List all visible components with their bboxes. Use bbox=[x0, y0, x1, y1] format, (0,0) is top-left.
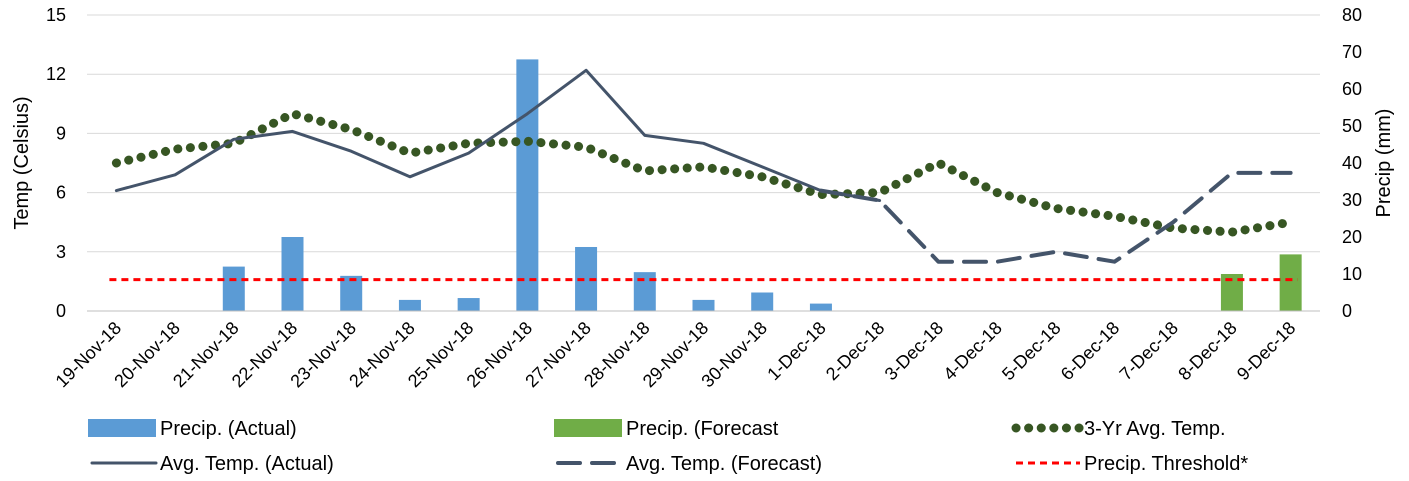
series-line bbox=[111, 109, 1296, 237]
legend-label: Avg. Temp. (Actual) bbox=[160, 453, 334, 475]
x-tick-label: 5-Dec-18 bbox=[998, 318, 1064, 384]
x-tick-label: 2-Dec-18 bbox=[822, 318, 888, 384]
legend-label: Precip. Threshold* bbox=[1084, 453, 1248, 475]
series-line bbox=[818, 170, 1293, 264]
bar bbox=[751, 292, 774, 311]
bar bbox=[516, 59, 539, 312]
y2-tick-label: 30 bbox=[1342, 190, 1362, 210]
y-axis-title: Temp (Celsius) bbox=[11, 96, 33, 229]
legend-label: Precip. (Forecast bbox=[626, 418, 779, 440]
y2-axis-title: Precip (mm) bbox=[1373, 109, 1395, 218]
legend-label: 3-Yr Avg. Temp. bbox=[1084, 418, 1226, 440]
bar bbox=[809, 303, 832, 311]
x-tick-label: 7-Dec-18 bbox=[1116, 318, 1182, 384]
legend-label: Avg. Temp. (Forecast) bbox=[626, 453, 822, 475]
bar bbox=[340, 275, 363, 311]
y-tick-label: 15 bbox=[46, 5, 66, 25]
y2-tick-label: 20 bbox=[1342, 227, 1362, 247]
bar bbox=[575, 246, 598, 311]
legend-swatch bbox=[554, 419, 622, 437]
axes: 036912150102030405060708019-Nov-1820-Nov… bbox=[46, 5, 1362, 391]
x-tick-label: 3-Dec-18 bbox=[881, 318, 947, 384]
bar bbox=[1220, 274, 1243, 311]
y2-tick-label: 80 bbox=[1342, 5, 1362, 25]
legend-swatch bbox=[88, 419, 156, 437]
legend: Precip. (Actual) Precip. (Forecast 3-Yr Av… bbox=[88, 418, 1248, 475]
bar bbox=[1279, 254, 1302, 311]
bar bbox=[633, 272, 656, 311]
y2-tick-label: 60 bbox=[1342, 79, 1362, 99]
bar bbox=[222, 266, 245, 311]
bar bbox=[692, 299, 715, 311]
x-tick-label: 4-Dec-18 bbox=[939, 318, 1005, 384]
y2-tick-label: 50 bbox=[1342, 116, 1362, 136]
y-tick-label: 0 bbox=[56, 301, 66, 321]
bar bbox=[281, 237, 304, 311]
y2-tick-label: 70 bbox=[1342, 42, 1362, 62]
x-tick-label: 8-Dec-18 bbox=[1174, 318, 1240, 384]
bar bbox=[457, 298, 480, 311]
bar bbox=[398, 299, 421, 311]
x-tick-label: 6-Dec-18 bbox=[1057, 318, 1123, 384]
gridlines bbox=[87, 14, 1320, 312]
y-tick-label: 12 bbox=[46, 64, 66, 84]
y-tick-label: 3 bbox=[56, 242, 66, 262]
lines bbox=[109, 68, 1298, 282]
y-tick-label: 9 bbox=[56, 123, 66, 143]
legend-label: Precip. (Actual) bbox=[160, 418, 297, 440]
x-tick-label: 9-Dec-18 bbox=[1233, 318, 1299, 384]
y-tick-label: 6 bbox=[56, 183, 66, 203]
series-line bbox=[114, 68, 882, 202]
bars bbox=[222, 59, 1302, 312]
y2-tick-label: 0 bbox=[1342, 301, 1352, 321]
y2-tick-label: 40 bbox=[1342, 153, 1362, 173]
y2-tick-label: 10 bbox=[1342, 264, 1362, 284]
x-tick-label: 1-Dec-18 bbox=[763, 318, 829, 384]
